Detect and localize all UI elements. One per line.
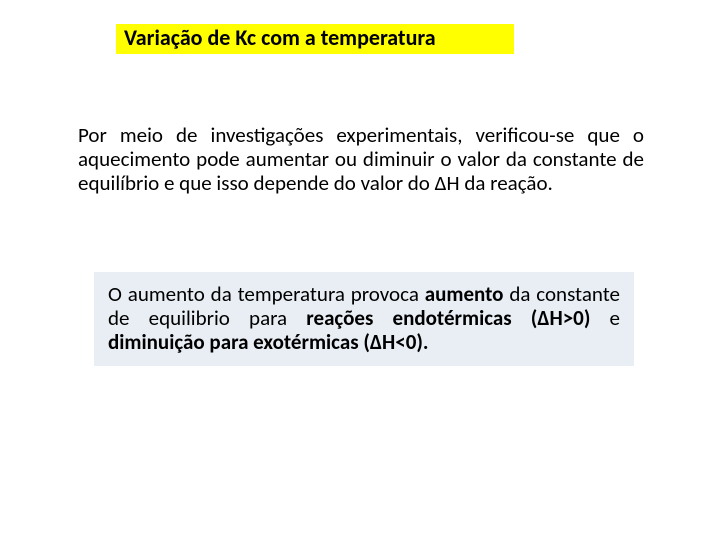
slide: Variação de Kc com a temperatura Por mei… — [0, 0, 720, 540]
callout-bold-1: aumento — [425, 281, 504, 307]
callout-bold-2: reações endotérmicas (ΔH>0) — [306, 305, 590, 331]
body-paragraph: Por meio de investigações experimentais,… — [78, 123, 644, 195]
callout-box: O aumento da temperatura provoca aumento… — [94, 272, 634, 366]
callout-text-pre: O aumento da temperatura provoca — [108, 281, 425, 307]
slide-title: Variação de Kc com a temperatura — [116, 24, 514, 54]
callout-bold-3: diminuição para exotérmicas (ΔH<0). — [108, 329, 429, 355]
callout-text-mid2: e — [590, 305, 620, 331]
